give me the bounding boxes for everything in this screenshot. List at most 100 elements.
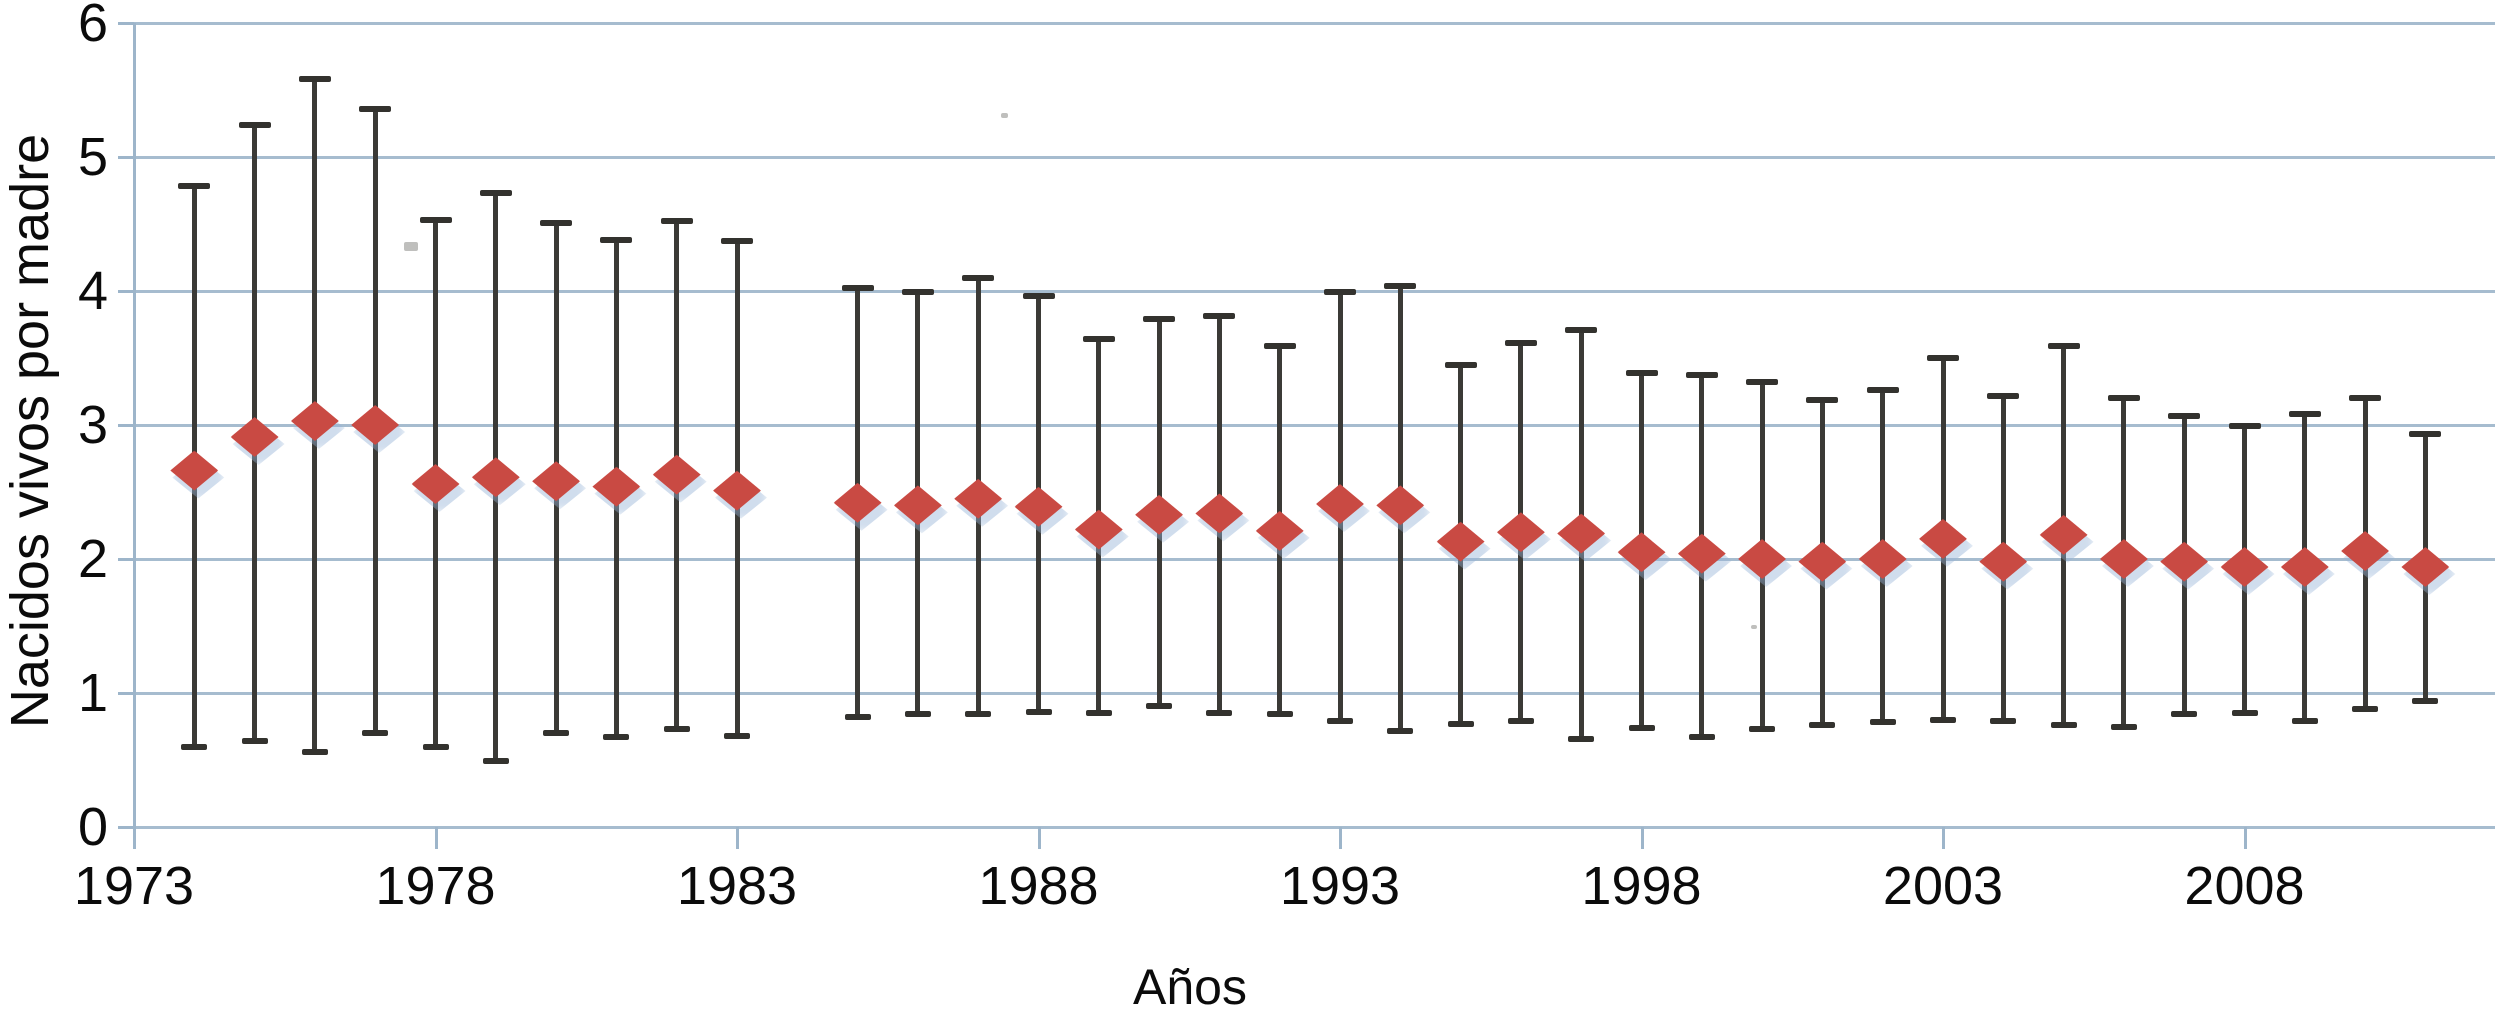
error-bar-cap-bottom-2005 — [2050, 722, 2077, 729]
x-tick-1988 — [1037, 827, 1041, 849]
error-bar-cap-top-2007 — [2168, 412, 2201, 419]
x-tick-label-1978: 1978 — [375, 856, 496, 916]
error-bar-cap-bottom-2003 — [1930, 716, 1956, 723]
error-bar-cap-top-1991 — [1203, 313, 1236, 320]
x-tick-1978 — [434, 827, 438, 849]
error-bar-cap-top-1992 — [1263, 342, 1296, 349]
error-bar-cap-top-2004 — [1987, 392, 2020, 399]
x-tick-1998 — [1640, 827, 1644, 849]
error-bar-cap-bottom-1999 — [1688, 734, 1715, 741]
error-bar-cap-bottom-1987 — [965, 711, 992, 718]
error-bar-cap-bottom-1990 — [1146, 703, 1173, 710]
error-bar-cap-top-2001 — [1806, 396, 1839, 403]
error-bar-cap-bottom-1989 — [1085, 710, 1112, 717]
error-bar-cap-bottom-1982 — [663, 726, 690, 733]
error-bar-cap-bottom-1985 — [844, 714, 871, 721]
x-axis-title: Años — [1133, 959, 1247, 1015]
error-bar-cap-top-1999 — [1685, 372, 1718, 379]
error-bar-cap-bottom-1975 — [241, 738, 268, 745]
y-tick-1 — [118, 692, 134, 695]
x-tick-label-1988: 1988 — [978, 856, 1099, 916]
error-bar-cap-top-1995 — [1444, 361, 1477, 368]
y-tick-label-4: 4 — [77, 261, 108, 321]
error-bar-cap-bottom-2008 — [2231, 710, 2258, 717]
error-bar-cap-top-2003 — [1927, 355, 1959, 361]
y-tick-0 — [118, 826, 134, 829]
error-bar-cap-top-1997 — [1565, 326, 1598, 333]
error-bar-cap-top-1983 — [721, 238, 753, 245]
error-bar-cap-bottom-2011 — [2412, 698, 2439, 705]
error-bar-cap-bottom-1978 — [422, 743, 449, 750]
y-tick-6 — [118, 22, 134, 25]
x-tick-label-1993: 1993 — [1279, 856, 1401, 916]
speck-dot-1 — [1001, 113, 1008, 118]
error-bar-cap-bottom-1994 — [1387, 727, 1414, 734]
error-bar-cap-bottom-1998 — [1628, 724, 1655, 731]
gridline-y-4 — [134, 290, 2495, 293]
y-tick-label-2: 2 — [77, 529, 108, 589]
error-bar-cap-bottom-1977 — [362, 730, 389, 737]
gridline-y-2 — [134, 558, 2495, 561]
y-axis-line — [133, 23, 136, 849]
error-bar-cap-bottom-1993 — [1327, 718, 1353, 725]
x-tick-label-1983: 1983 — [676, 856, 798, 916]
x-tick-label-1998: 1998 — [1581, 856, 1702, 916]
error-bar-cap-bottom-1996 — [1507, 718, 1534, 725]
y-tick-label-3: 3 — [77, 395, 108, 455]
error-bar-cap-bottom-1974 — [181, 743, 208, 750]
error-bar-cap-bottom-2004 — [1990, 718, 2017, 725]
gridline-y-1 — [134, 692, 2495, 695]
error-bar-cap-top-1987 — [962, 274, 995, 281]
error-bar-cap-top-2010 — [2349, 395, 2382, 402]
error-bar-cap-top-1993 — [1324, 289, 1356, 296]
y-tick-label-1: 1 — [77, 663, 108, 723]
y-tick-3 — [118, 424, 134, 427]
error-bar-cap-bottom-1986 — [904, 711, 931, 718]
error-bar-cap-bottom-1997 — [1568, 735, 1595, 742]
error-bar-cap-bottom-2001 — [1809, 722, 1836, 729]
error-bar-cap-bottom-2000 — [1749, 726, 1776, 733]
error-bar-cap-bottom-1991 — [1206, 710, 1233, 717]
speck-dot-2 — [1751, 625, 1757, 629]
x-tick-1983 — [736, 827, 739, 849]
error-bar-cap-top-1988 — [1022, 293, 1055, 300]
y-tick-label-6: 6 — [77, 0, 108, 53]
error-bar-cap-top-1998 — [1625, 369, 1658, 376]
error-bar-cap-bottom-2010 — [2352, 706, 2379, 713]
error-bar-cap-bottom-2009 — [2291, 718, 2318, 725]
error-bar-cap-top-1989 — [1082, 336, 1115, 343]
gridline-y-3 — [134, 424, 2495, 427]
error-bar-cap-top-1985 — [841, 285, 874, 292]
error-bar-cap-top-1994 — [1384, 282, 1417, 289]
error-bar-cap-bottom-2007 — [2171, 711, 2198, 718]
x-tick-label-1973: 1973 — [73, 856, 195, 916]
error-bar-cap-top-1974 — [178, 183, 211, 190]
error-bar-cap-top-1982 — [660, 218, 693, 225]
gridline-y-6 — [134, 22, 2495, 25]
error-bar-cap-bottom-2006 — [2110, 723, 2137, 730]
gridline-y-5 — [134, 156, 2495, 159]
error-bar-cap-top-1979 — [479, 190, 512, 197]
x-tick-2008 — [2243, 827, 2247, 849]
error-bar-cap-top-2002 — [1866, 387, 1899, 394]
error-bar-cap-top-2011 — [2409, 431, 2442, 438]
error-bar-cap-top-1976 — [298, 76, 331, 83]
error-bar-cap-top-1990 — [1143, 316, 1176, 323]
error-bar-cap-bottom-1981 — [603, 734, 630, 741]
error-bar-cap-top-2008 — [2228, 423, 2261, 430]
error-bar-cap-bottom-1983 — [724, 732, 750, 739]
error-bar-cap-top-2009 — [2288, 411, 2321, 418]
error-bar-cap-top-1986 — [901, 289, 934, 296]
error-bar-cap-top-1977 — [359, 105, 392, 112]
y-tick-4 — [118, 290, 134, 293]
y-tick-2 — [118, 558, 134, 561]
error-bar-cap-bottom-1980 — [543, 730, 570, 737]
gridline-y-0 — [134, 826, 2495, 829]
error-bar-cap-top-1975 — [238, 121, 271, 128]
error-bar-cap-top-1980 — [540, 219, 573, 226]
error-bar-cap-bottom-1992 — [1266, 711, 1293, 718]
speck-check-mark — [404, 242, 418, 251]
error-bar-cap-bottom-1988 — [1025, 708, 1052, 715]
error-bar-cap-bottom-1976 — [301, 748, 328, 755]
x-tick-1993 — [1339, 827, 1342, 849]
